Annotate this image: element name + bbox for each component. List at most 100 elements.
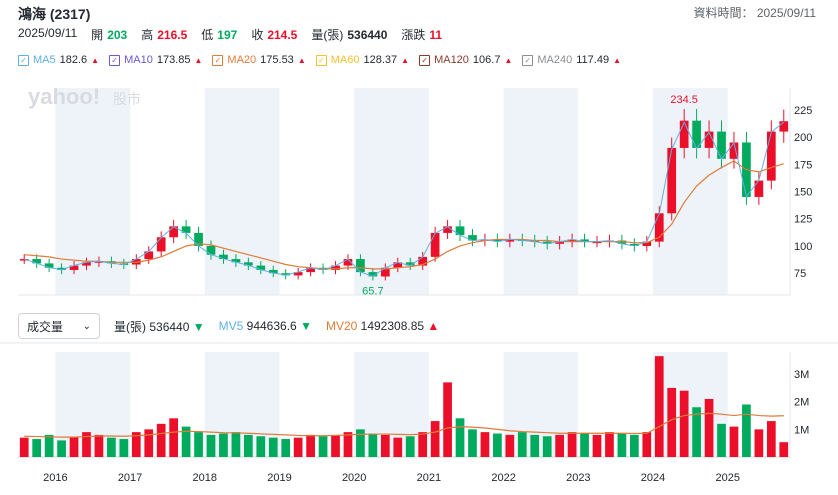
watermark-suffix: 股市 xyxy=(113,91,141,107)
candle-body xyxy=(468,235,477,241)
year-band xyxy=(503,88,579,295)
vol-tick-label: 2M xyxy=(794,397,809,409)
year-band xyxy=(354,88,429,295)
volume-bar xyxy=(331,434,340,457)
year-band xyxy=(354,352,429,457)
volume-bar xyxy=(206,434,216,457)
x-tick-label: 2022 xyxy=(491,472,515,484)
candle-body xyxy=(380,267,390,277)
as-of-date: 2025/09/11 xyxy=(756,6,816,20)
volume-bar xyxy=(306,434,315,457)
candle-body xyxy=(592,241,602,244)
candle-body xyxy=(231,259,241,263)
volume-bar xyxy=(779,442,789,457)
volume-bar xyxy=(480,432,490,457)
candle-body xyxy=(82,262,91,266)
volume-bar xyxy=(94,434,104,457)
ma-label: MA10 xyxy=(124,54,153,66)
volume-bar xyxy=(243,434,253,457)
mv20-line xyxy=(24,412,784,438)
mv20-value: 1492308.85 xyxy=(360,319,425,333)
y-tick-label: 75 xyxy=(794,268,806,280)
volume-bar xyxy=(219,433,228,457)
volume-bar xyxy=(69,437,79,457)
candle-body xyxy=(243,262,253,266)
ma-legend-item[interactable]: ✓ MA60 128.37 ▲ xyxy=(315,54,409,66)
candle-body xyxy=(667,147,677,214)
volume-bar xyxy=(555,434,565,457)
ma-legend-item[interactable]: ✓ MA10 173.85 ▲ xyxy=(109,54,202,66)
down-triangle-icon: ▼ xyxy=(300,319,312,333)
checkbox-icon[interactable]: ✓ xyxy=(315,54,327,66)
candle-body xyxy=(555,241,565,244)
candle-body xyxy=(405,262,415,266)
ma-value: 106.7 xyxy=(472,54,501,66)
ma-label: MA20 xyxy=(227,54,257,66)
candle-body xyxy=(256,265,266,270)
vol-tick-label: 1M xyxy=(794,424,809,436)
candle-body xyxy=(580,239,589,242)
y-tick-label: 175 xyxy=(794,159,812,171)
ma20-line xyxy=(24,160,784,270)
volume-bar xyxy=(156,423,166,457)
ma-label: MA120 xyxy=(434,54,469,66)
candle-body xyxy=(717,131,726,159)
x-tick-label: 2017 xyxy=(118,472,142,484)
down-triangle-icon: ▼ xyxy=(192,319,205,334)
candle-body xyxy=(567,239,577,242)
close-value: 214.5 xyxy=(267,28,298,42)
volume-bar xyxy=(57,440,66,457)
volume-bar xyxy=(107,437,116,457)
ma-value: 117.49 xyxy=(576,54,610,66)
ma-legend-item[interactable]: ✓ MA240 117.49 ▲ xyxy=(522,54,621,66)
open-value: 203 xyxy=(107,28,128,42)
checkbox-icon[interactable]: ✓ xyxy=(212,54,224,66)
ma-legend-item[interactable]: ✓ MA20 175.53 ▲ xyxy=(212,54,306,66)
ma-value: 173.85 xyxy=(156,54,191,66)
ma-value: 175.53 xyxy=(260,54,294,66)
x-tick-label: 2021 xyxy=(417,472,441,484)
x-tick-label: 2016 xyxy=(43,472,67,484)
low-value: 197 xyxy=(217,28,238,42)
min-price-label: 65.7 xyxy=(362,285,383,297)
indicator-select[interactable]: 成交量 ⌄ xyxy=(18,313,100,339)
ma-value: 182.6 xyxy=(59,54,88,66)
ma-legend: ✓ MA5 182.6 ▲ ✓ MA10 173.85 ▲ ✓ MA20 175.53 ▲ ✓ MA60 1… xyxy=(18,54,621,66)
x-tick-label: 2020 xyxy=(342,472,366,484)
volume-bar xyxy=(343,432,353,457)
ma-label: MA240 xyxy=(537,54,573,66)
vol-stat: 量(張) 536440 ▼ xyxy=(114,319,205,334)
candle-body xyxy=(430,232,440,257)
candle-body xyxy=(692,120,701,148)
candle-body xyxy=(194,232,203,246)
volume-bar xyxy=(742,404,751,457)
ma-label: MA5 xyxy=(33,54,56,66)
ma5-line xyxy=(24,121,785,277)
volume-bar xyxy=(692,407,701,457)
candle-body xyxy=(69,265,79,270)
candle-body xyxy=(779,121,789,132)
volume-bar xyxy=(580,433,589,457)
up-triangle-icon: ▲ xyxy=(613,55,621,65)
ma-legend-item[interactable]: ✓ MA5 182.6 ▲ xyxy=(18,54,99,66)
up-triangle-icon: ▲ xyxy=(504,55,513,65)
ma-legend-item[interactable]: ✓ MA120 106.7 ▲ xyxy=(419,54,512,66)
checkbox-icon[interactable]: ✓ xyxy=(109,54,121,66)
checkbox-icon[interactable]: ✓ xyxy=(419,54,431,66)
volume-bar xyxy=(368,433,378,457)
candle-body xyxy=(219,254,228,260)
candle-body xyxy=(754,180,764,197)
checkbox-icon[interactable]: ✓ xyxy=(18,54,29,66)
volume-bar xyxy=(393,437,403,457)
candle-body xyxy=(32,259,42,264)
volume-bar xyxy=(530,434,540,457)
volume-bar xyxy=(493,433,502,457)
change-stat: 漲跌 11 xyxy=(401,28,443,42)
mv5-value: 944636.6 xyxy=(246,319,297,333)
candle-body xyxy=(393,262,403,268)
candle-body xyxy=(493,239,502,242)
checkbox-icon[interactable]: ✓ xyxy=(522,54,534,66)
candle-body xyxy=(268,269,278,274)
x-tick-label: 2024 xyxy=(641,472,665,484)
